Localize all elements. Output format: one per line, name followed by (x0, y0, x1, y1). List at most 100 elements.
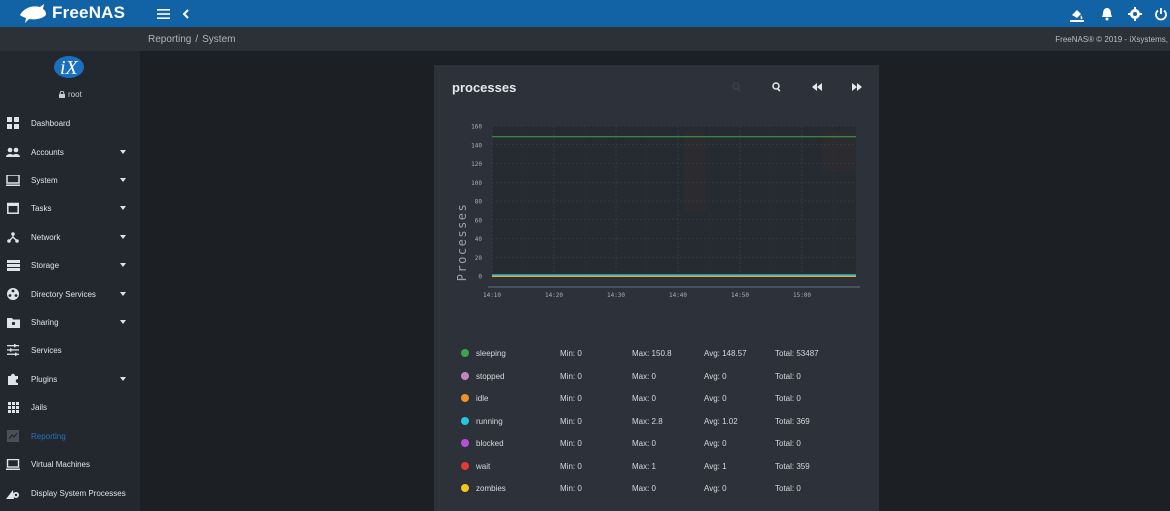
legend-max: Max: 0 (632, 484, 657, 493)
x-tick-label: 14:10 (483, 292, 501, 299)
sidebar-item-accounts[interactable]: Accounts (0, 138, 140, 166)
settings-icon[interactable] (1127, 6, 1143, 22)
rewind-icon[interactable] (811, 81, 823, 93)
legend-max: Max: 0 (632, 394, 657, 403)
sidebar-item-virtual-machines[interactable]: Virtual Machines (0, 450, 140, 478)
legend-color-dot (461, 394, 469, 402)
legend-avg: Avg: 0 (704, 372, 727, 381)
x-axis-bar (488, 286, 860, 288)
legend-total: Total: 0 (775, 372, 801, 381)
legend-avg: Avg: 0 (704, 394, 727, 403)
bell-icon[interactable] (1099, 6, 1115, 22)
zoom-out-icon[interactable] (731, 81, 743, 93)
chevron-down-icon (120, 206, 126, 210)
sidebar-item-directory-services[interactable]: Directory Services (0, 280, 140, 308)
sidebar-item-label: Network (31, 232, 61, 242)
sidebar-item-storage[interactable]: Storage (0, 251, 140, 279)
copyright-text: FreeNAS® © 2019 - iXsystems, (1055, 35, 1168, 44)
grid-icon (6, 400, 20, 414)
chevron-down-icon (120, 377, 126, 381)
accounts-icon (6, 145, 20, 159)
y-tick-label: 40 (475, 236, 483, 243)
sidebar-item-dashboard[interactable]: Dashboard (0, 109, 140, 137)
chevron-left-icon[interactable] (178, 6, 194, 22)
legend-row-idle[interactable]: idle Min: 0 Max: 0 Avg: 0 Total: 0 (460, 392, 860, 406)
sidebar-item-network[interactable]: Network (0, 223, 140, 251)
tasks-icon[interactable] (1069, 6, 1085, 22)
tune-icon (6, 343, 20, 357)
chevron-down-icon (120, 178, 126, 182)
ix-logo-text: iX (60, 57, 79, 79)
sidebar-item-label: Virtual Machines (31, 459, 90, 469)
network-icon (6, 230, 20, 244)
y-tick-label: 20 (475, 255, 483, 262)
breadcrumb-bar (0, 27, 1170, 51)
sidebar-item-label: Directory Services (31, 289, 96, 299)
fast-forward-icon[interactable] (851, 81, 863, 93)
legend-avg: Avg: 1.02 (704, 417, 738, 426)
plot-shade (684, 132, 706, 212)
sidebar-item-plugins[interactable]: Plugins (0, 365, 140, 393)
sidebar-item-label: Jails (31, 402, 48, 412)
menu-icon[interactable] (155, 6, 171, 22)
legend-name: wait (476, 462, 491, 471)
sidebar-item-sharing[interactable]: Sharing (0, 308, 140, 336)
ix-logo-avatar: iX (52, 53, 88, 79)
legend-row-running[interactable]: running Min: 0 Max: 2.8 Avg: 1.02 Total: 369 (460, 415, 860, 429)
legend-color-dot (461, 484, 469, 492)
power-icon[interactable] (1153, 6, 1169, 22)
legend-total: Total: 369 (775, 417, 810, 426)
legend-total: Total: 0 (775, 484, 801, 493)
legend-max: Max: 0 (632, 372, 657, 381)
username: root (68, 90, 82, 99)
y-tick-label: 160 (471, 124, 482, 131)
legend-min: Min: 0 (560, 462, 582, 471)
legend-color-dot (461, 439, 469, 447)
sidebar-item-display-system-processes[interactable]: Display System Processes (0, 479, 140, 507)
legend-color-dot (461, 349, 469, 357)
laptop-icon (6, 457, 20, 471)
legend-color-dot (461, 462, 469, 470)
legend-row-stopped[interactable]: stopped Min: 0 Max: 0 Avg: 0 Total: 0 (460, 370, 860, 384)
legend-row-blocked[interactable]: blocked Min: 0 Max: 0 Avg: 0 Total: 0 (460, 437, 860, 451)
legend-row-sleeping[interactable]: sleeping Min: 0 Max: 150.8 Avg: 148.57 Total… (460, 347, 860, 361)
y-tick-label: 80 (475, 199, 483, 206)
x-tick-label: 14:50 (731, 292, 749, 299)
sidebar-item-services[interactable]: Services (0, 336, 140, 364)
calendar-icon (6, 201, 20, 215)
x-tick-label: 14:40 (669, 292, 687, 299)
legend-row-zombies[interactable]: zombies Min: 0 Max: 0 Avg: 0 Total: 0 (460, 482, 860, 496)
sidebar-item-label: System (31, 175, 58, 185)
sidebar-item-jails[interactable]: Jails (0, 393, 140, 421)
app-name: FreeNAS (52, 3, 126, 22)
user-badge[interactable]: root (59, 90, 82, 99)
legend-name: running (476, 417, 503, 426)
storage-icon (6, 258, 20, 272)
legend-max: Max: 150.8 (632, 349, 672, 358)
legend-max: Max: 1 (632, 462, 657, 471)
sidebar (0, 51, 140, 511)
breadcrumb-parent[interactable]: Reporting (148, 34, 192, 45)
card-title: processes (452, 80, 517, 95)
zoom-in-icon[interactable] (771, 81, 783, 93)
sidebar-item-reporting[interactable]: Reporting (0, 422, 140, 450)
legend-min: Min: 0 (560, 417, 582, 426)
chevron-down-icon (120, 263, 126, 267)
lock-icon (59, 91, 65, 98)
freenas-logo[interactable]: FreeNAS (18, 2, 125, 24)
legend-avg: Avg: 0 (704, 484, 727, 493)
puzzle-icon (6, 372, 20, 386)
top-bar (0, 0, 1170, 27)
y-tick-label: 0 (478, 274, 482, 281)
legend-name: sleeping (476, 349, 506, 358)
legend-row-wait[interactable]: wait Min: 0 Max: 1 Avg: 1 Total: 359 (460, 460, 860, 474)
y-tick-label: 120 (471, 161, 482, 168)
shark-logo-icon (20, 4, 47, 23)
processes-chart[interactable]: Processes 160 140 120 100 80 60 40 20 0 14:10 14:2… (436, 112, 866, 312)
chevron-down-icon (120, 235, 126, 239)
legend-min: Min: 0 (560, 394, 582, 403)
legend-max: Max: 0 (632, 439, 657, 448)
dashboard-icon (6, 116, 20, 130)
sidebar-item-system[interactable]: System (0, 166, 140, 194)
sidebar-item-tasks[interactable]: Tasks (0, 194, 140, 222)
